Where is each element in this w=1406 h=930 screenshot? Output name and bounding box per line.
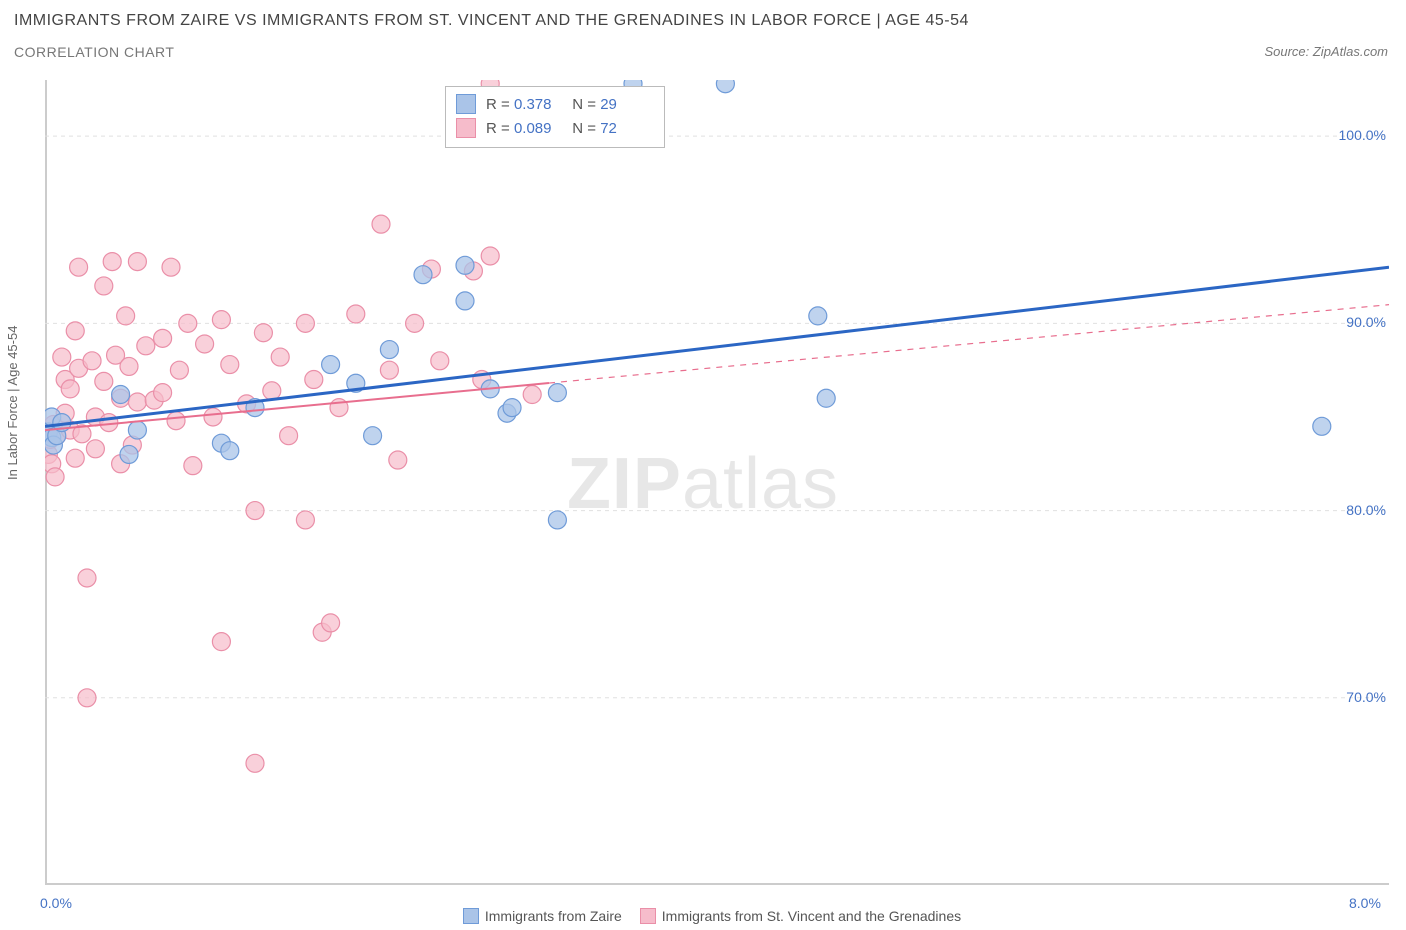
data-point [212, 311, 230, 329]
data-point [86, 440, 104, 458]
data-point [61, 380, 79, 398]
data-point [128, 421, 146, 439]
data-point [137, 337, 155, 355]
data-point [406, 314, 424, 332]
data-point [46, 468, 64, 486]
data-point [167, 412, 185, 430]
data-point [296, 314, 314, 332]
trend-line [45, 267, 1389, 426]
data-point [817, 389, 835, 407]
x-tick-label: 0.0% [40, 895, 72, 911]
data-point [154, 329, 172, 347]
data-point [305, 371, 323, 389]
data-point [271, 348, 289, 366]
y-axis-label: In Labor Force | Age 45-54 [5, 326, 20, 480]
data-point [347, 305, 365, 323]
data-point [322, 356, 340, 374]
data-point [456, 256, 474, 274]
x-tick-label: 8.0% [1349, 895, 1381, 911]
data-point [154, 384, 172, 402]
data-point [120, 445, 138, 463]
data-point [372, 215, 390, 233]
legend-row: R = 0.378 N = 29 [456, 93, 650, 117]
data-point [53, 348, 71, 366]
data-point [221, 442, 239, 460]
legend-label: Immigrants from St. Vincent and the Gren… [662, 908, 961, 924]
source-attribution: Source: ZipAtlas.com [1264, 44, 1388, 59]
legend-row: R = 0.089 N = 72 [456, 117, 650, 141]
data-point [162, 258, 180, 276]
data-point [179, 314, 197, 332]
data-point [380, 361, 398, 379]
data-point [78, 569, 96, 587]
data-point [716, 80, 734, 93]
data-point [204, 408, 222, 426]
y-tick-label: 80.0% [1346, 502, 1386, 518]
data-point [83, 352, 101, 370]
data-point [523, 386, 541, 404]
data-point [117, 307, 135, 325]
chart-subtitle: CORRELATION CHART [14, 44, 174, 60]
data-point [120, 357, 138, 375]
data-point [95, 372, 113, 390]
data-point [184, 457, 202, 475]
data-point [221, 356, 239, 374]
data-point [112, 386, 130, 404]
scatter-chart [45, 80, 1389, 885]
data-point [481, 247, 499, 265]
data-point [254, 324, 272, 342]
legend-swatch [640, 908, 656, 924]
legend-swatch [456, 94, 476, 114]
data-point [103, 253, 121, 271]
data-point [263, 382, 281, 400]
data-point [296, 511, 314, 529]
legend-swatch [463, 908, 479, 924]
data-point [322, 614, 340, 632]
data-point [456, 292, 474, 310]
data-point [389, 451, 407, 469]
data-point [1313, 417, 1331, 435]
data-point [548, 384, 566, 402]
data-point [503, 399, 521, 417]
data-point [128, 253, 146, 271]
data-point [280, 427, 298, 445]
data-point [548, 511, 566, 529]
data-point [78, 689, 96, 707]
data-point [246, 754, 264, 772]
data-point [431, 352, 449, 370]
data-point [809, 307, 827, 325]
data-point [66, 322, 84, 340]
data-point [380, 341, 398, 359]
legend-swatch [456, 118, 476, 138]
legend-label: Immigrants from Zaire [485, 908, 622, 924]
data-point [66, 449, 84, 467]
chart-title: IMMIGRANTS FROM ZAIRE VS IMMIGRANTS FROM… [14, 12, 969, 30]
y-tick-label: 70.0% [1346, 689, 1386, 705]
y-tick-label: 100.0% [1339, 127, 1386, 143]
data-point [196, 335, 214, 353]
data-point [128, 393, 146, 411]
data-point [414, 266, 432, 284]
data-point [70, 258, 88, 276]
data-point [170, 361, 188, 379]
series-legend: Immigrants from Zaire Immigrants from St.… [0, 908, 1406, 924]
correlation-legend: R = 0.378 N = 29R = 0.089 N = 72 [445, 86, 665, 148]
data-point [212, 633, 230, 651]
data-point [95, 277, 113, 295]
data-point [364, 427, 382, 445]
y-tick-label: 90.0% [1346, 314, 1386, 330]
data-point [246, 502, 264, 520]
